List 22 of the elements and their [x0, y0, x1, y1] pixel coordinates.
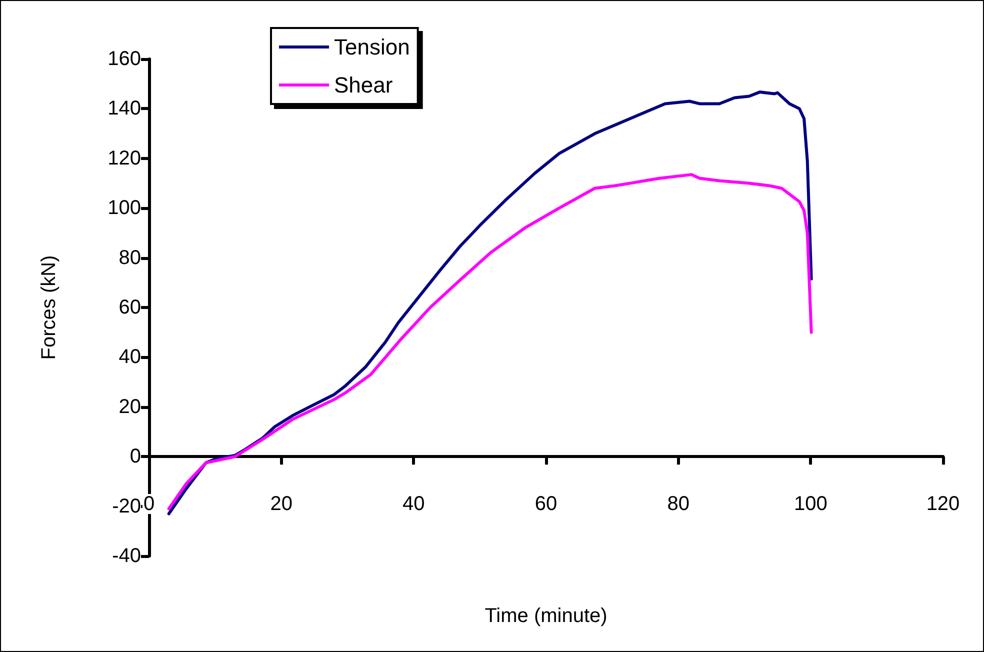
y-tick-label: 0: [130, 446, 141, 468]
x-tick-label: 0: [143, 493, 155, 515]
y-axis-title: Forces (kN): [38, 255, 60, 360]
x-tick-label: 100: [794, 493, 828, 515]
y-tick-label: 60: [118, 296, 141, 318]
legend-label: Tension: [334, 34, 410, 60]
y-tick-label: 160: [108, 48, 141, 70]
y-tick-label: 100: [108, 197, 141, 220]
y-tick-label: 120: [108, 147, 141, 170]
y-tick-label: 40: [118, 346, 141, 368]
x-tick-label: 80: [667, 493, 690, 515]
legend-label: Shear: [334, 72, 393, 98]
y-tick-label: 20: [118, 396, 141, 418]
x-tick-label: 20: [270, 493, 292, 515]
x-tick-label: 120: [926, 493, 960, 515]
y-tick-label: 80: [118, 246, 141, 269]
x-axis-title: Time (minute): [484, 605, 608, 627]
y-tick-label: 140: [108, 98, 141, 120]
x-tick-label: 40: [402, 493, 425, 515]
y-tick-label: -40: [112, 545, 141, 567]
x-tick-label: 60: [534, 493, 558, 515]
y-tick-label: -20: [112, 495, 141, 518]
